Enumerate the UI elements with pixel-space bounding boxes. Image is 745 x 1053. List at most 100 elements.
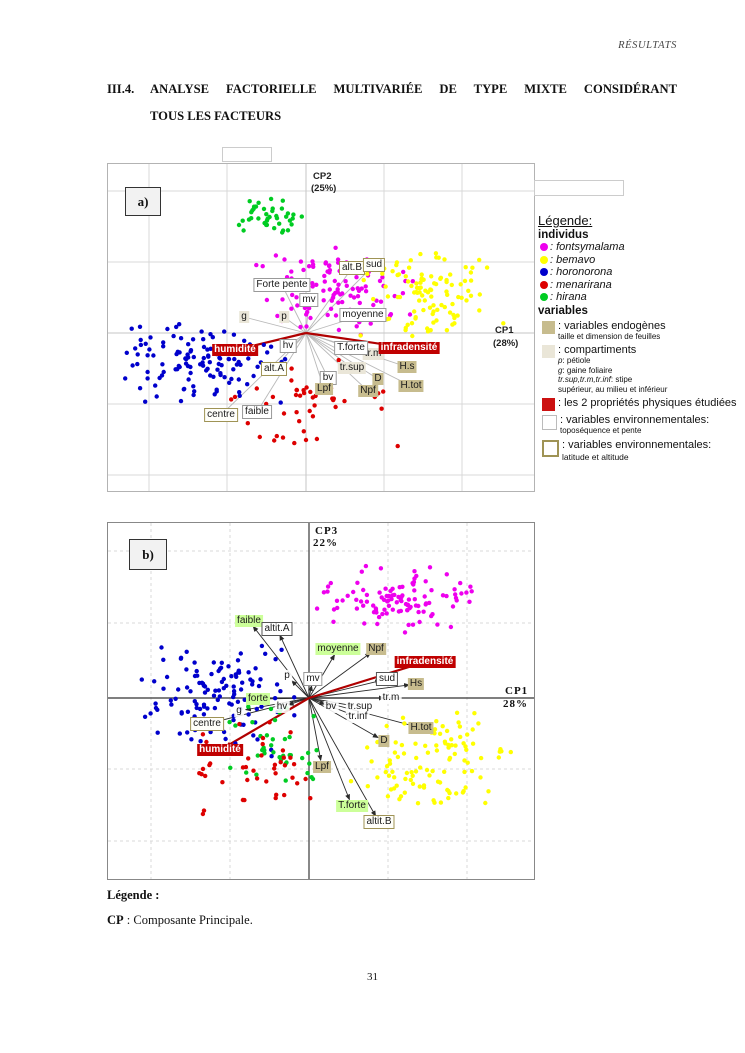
x-axis-pct-b: 28% <box>503 698 528 710</box>
species-color-dot <box>540 293 548 302</box>
species-color-dot <box>540 255 548 264</box>
series-fontsymalama <box>314 563 474 635</box>
vector-arrow-centre <box>212 697 310 724</box>
variable-label-altit.B: altit.B <box>363 815 395 829</box>
variable-label-mv: mv <box>299 293 319 307</box>
variable-group-subline: supérieur, au milieu et inférieur <box>558 384 668 394</box>
vector-arrow-sud <box>305 264 375 334</box>
legend-species-list: : fontsymalama: bemavo: horonorona: mena… <box>538 241 740 304</box>
variable-group-text: : variables endogènes taille et dimension… <box>558 319 666 341</box>
variable-group-text: : variables environnementales: toposéquen… <box>560 414 710 435</box>
variable-label-Npf: Npf <box>366 643 386 655</box>
variable-label-moyenne: moyenne <box>315 643 361 655</box>
pca-plot-a: alt.B sud Forte pente mv g p moyenne hv tr.m T.fo… <box>107 163 535 492</box>
variable-label-Lpf: Lpf <box>315 383 333 395</box>
empty-callout-box <box>534 180 624 196</box>
variable-group-text: : les 2 propriétés physiques étudiées <box>558 397 737 409</box>
vector-arrow-p <box>291 680 310 699</box>
series-menarirana <box>229 357 400 449</box>
variable-label-faible: faible <box>235 615 263 627</box>
plot-canvas-a <box>108 164 534 491</box>
figure-legend: Légende: individus : fontsymalama: bemav… <box>538 213 740 463</box>
variable-label-sud: sud <box>375 672 399 686</box>
legend-variables-header: variables <box>538 304 588 317</box>
variable-label-T.forte: T.forte <box>334 341 368 355</box>
vector-arrow-T.forte <box>308 697 350 801</box>
variable-label-altit.A: altit.A <box>261 622 293 636</box>
section-title-line2: TOUS LES FACTEURS <box>150 109 282 123</box>
legend-variable-group-env-alt: : variables environnementales: latitude … <box>538 439 740 463</box>
vector-arrow-Forte pente <box>281 284 307 334</box>
panel-label-b: b) <box>129 539 167 570</box>
variable-label-tr.sup: tr.sup <box>337 362 367 374</box>
variable-label-tr.m: tr.m <box>380 692 402 704</box>
variable-label-Forte pente: Forte pente <box>253 278 311 292</box>
variable-label-hv: hv <box>279 339 297 353</box>
species-color-dot <box>540 243 548 252</box>
vector-arrow-Npf <box>305 332 369 392</box>
variable-group-text: : compartiments p: pétiole g: gaine foliai… <box>558 344 668 394</box>
vector-arrow-forte <box>263 696 310 702</box>
footer-cp-definition: CP : Composante Principale. <box>107 913 253 928</box>
variable-label-g: g <box>234 705 244 717</box>
species-name: : horonorona <box>550 266 613 278</box>
variable-label-p: p <box>279 311 289 323</box>
vector-arrow-alt.B <box>305 267 353 334</box>
variable-label-Lpf: Lpf <box>313 761 331 773</box>
section-title-line1: ANALYSE FACTORIELLE MULTIVARIÉE DE TYPE … <box>150 82 677 96</box>
variable-label-sud: sud <box>362 258 386 272</box>
vector-arrow-altit.A <box>279 634 310 699</box>
x-axis-label-b: CP1 <box>505 685 529 697</box>
legend-variable-groups: : variables endogènes taille et dimension… <box>538 320 740 463</box>
variable-label-bv: bv <box>323 701 339 713</box>
variable-label-infradensité: infradensité <box>394 656 456 668</box>
variable-label-D: D <box>372 373 384 385</box>
vector-arrow-altit.B <box>308 697 377 817</box>
plot-canvas-b <box>108 523 534 879</box>
variable-label-centre: centre <box>190 717 224 731</box>
running-head: RÉSULTATS <box>618 40 677 51</box>
series-bemavo <box>358 251 506 339</box>
variable-label-alt.A: alt.A <box>260 362 288 376</box>
variable-label-mv: mv <box>303 672 323 686</box>
variable-group-swatch <box>542 320 555 334</box>
y-axis-label-a: CP2 <box>313 171 332 182</box>
variable-label-centre: centre <box>204 408 238 422</box>
section-number: III.4. <box>107 82 135 96</box>
x-axis-label-a: CP1 <box>495 325 514 336</box>
panel-label-a: a) <box>125 187 161 216</box>
variable-group-swatch <box>542 415 557 430</box>
y-axis-pct-a: (25%) <box>311 183 337 194</box>
vector-arrow-faible <box>252 625 310 699</box>
variable-group-text: : variables environnementales: latitude … <box>562 438 712 462</box>
species-name: : bemavo <box>550 253 596 266</box>
variable-group-swatch <box>542 439 559 457</box>
vector-arrow-g <box>243 316 307 334</box>
variable-group-subtext: taille et dimension de feuilles <box>558 331 661 341</box>
variable-label-faible: faible <box>242 405 272 419</box>
legend-species-row: : horonorona <box>538 266 740 279</box>
legend-variable-group-endogene: : variables endogènes taille et dimension… <box>538 320 740 342</box>
variable-label-alt.B: alt.B <box>338 261 366 275</box>
variable-label-H.tot: H.tot <box>408 722 434 734</box>
variable-label-moyenne: moyenne <box>339 308 387 322</box>
footer-legend-title: Légende : <box>107 888 160 902</box>
variable-group-swatch <box>542 345 555 358</box>
variable-group-subline: g: gaine foliaire <box>558 365 613 375</box>
variable-group-subline: tr.sup,tr.m,tr.inf: stipe <box>558 375 633 384</box>
y-axis-label-b: CP3 <box>315 525 339 537</box>
series-hirana <box>236 196 304 235</box>
legend-variable-group-compartiment: : compartiments p: pétiole g: gaine foliai… <box>538 344 740 394</box>
vector-arrow-mv <box>308 684 313 699</box>
variable-label-T.forte: T.forte <box>336 800 368 812</box>
variable-label-Npf: Npf <box>358 385 378 397</box>
legend-individus-header: individus <box>538 229 589 241</box>
variable-group-swatch <box>542 398 555 411</box>
series-menarirana <box>197 720 313 817</box>
vector-arrow-bv <box>305 332 329 379</box>
variable-label-g: g <box>239 311 249 323</box>
pca-plot-b: faible altit.A moyenne Npf p mv sud Hs forte tr.m… <box>107 522 535 880</box>
variable-label-humidité: humidité <box>197 744 243 756</box>
variable-group-subtext: toposéquence et pente <box>560 426 642 435</box>
legend-variable-group-env-topo: : variables environnementales: toposéquen… <box>538 414 740 436</box>
